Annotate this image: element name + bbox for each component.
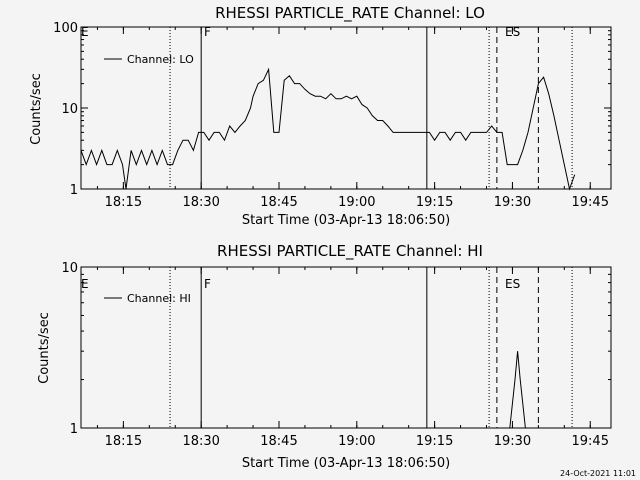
plot-frame [80, 26, 612, 190]
annotation-f: F [204, 277, 211, 291]
y-axis-label: Counts/sec [37, 312, 52, 384]
x-tick-label: 18:45 [260, 195, 297, 210]
legend-label: Channel: HI [127, 292, 191, 305]
x-tick-label: 19:15 [416, 195, 453, 210]
x-tick-label: 18:15 [105, 195, 142, 210]
x-tick-label: 18:15 [105, 434, 142, 449]
legend-label: Channel: LO [127, 53, 194, 66]
x-tick-label: 18:30 [182, 434, 219, 449]
annotation-f: F [204, 25, 211, 39]
x-tick-label: 19:30 [494, 195, 531, 210]
panel-lo: RHESSI PARTICLE_RATE Channel: LO Start T… [29, 4, 612, 228]
series-line [80, 67, 576, 191]
annotation-e: E [81, 277, 89, 291]
footer-timestamp: 24-Oct-2021 11:01 [560, 469, 636, 478]
y-tick-label: 1 [70, 422, 78, 437]
series-line [509, 351, 526, 429]
y-tick-label: 1 [70, 183, 78, 198]
x-tick-label: 19:30 [494, 434, 531, 449]
x-tick-label: 19:15 [416, 434, 453, 449]
x-tick-label: 19:45 [572, 434, 609, 449]
x-tick-label: 19:00 [338, 434, 375, 449]
annotation-es: ES [505, 277, 520, 291]
x-tick-label: 19:45 [572, 195, 609, 210]
x-axis-label: Start Time (03-Apr-13 18:06:50) [242, 456, 450, 471]
x-axis-label: Start Time (03-Apr-13 18:06:50) [242, 213, 450, 228]
chart-title: RHESSI PARTICLE_RATE Channel: HI [217, 242, 483, 261]
y-tick-label: 10 [61, 102, 78, 117]
x-tick-label: 19:00 [338, 195, 375, 210]
plot-frame [80, 266, 612, 429]
y-axis-label: Counts/sec [29, 73, 44, 145]
panel-hi: RHESSI PARTICLE_RATE Channel: HI Start T… [37, 242, 612, 471]
annotation-e: E [81, 25, 89, 39]
x-tick-label: 18:30 [182, 195, 219, 210]
y-tick-label: 100 [53, 21, 78, 36]
legend: Channel: HI [104, 292, 191, 305]
chart-title: RHESSI PARTICLE_RATE Channel: LO [215, 4, 485, 23]
x-tick-label: 18:45 [260, 434, 297, 449]
y-tick-label: 10 [61, 261, 78, 276]
legend: Channel: LO [104, 53, 194, 66]
